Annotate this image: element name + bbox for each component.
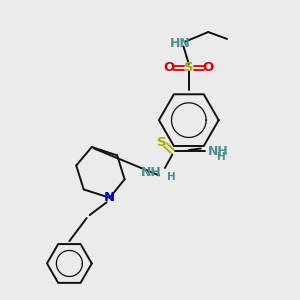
Text: H: H bbox=[217, 152, 226, 162]
Text: NH: NH bbox=[208, 145, 229, 158]
Text: S: S bbox=[157, 136, 167, 149]
Text: HN: HN bbox=[169, 38, 190, 50]
Text: O: O bbox=[164, 61, 175, 74]
Text: H: H bbox=[167, 172, 176, 182]
Text: S: S bbox=[184, 61, 194, 74]
Text: NH: NH bbox=[141, 166, 162, 179]
Text: O: O bbox=[202, 61, 214, 74]
Text: N: N bbox=[104, 191, 115, 204]
